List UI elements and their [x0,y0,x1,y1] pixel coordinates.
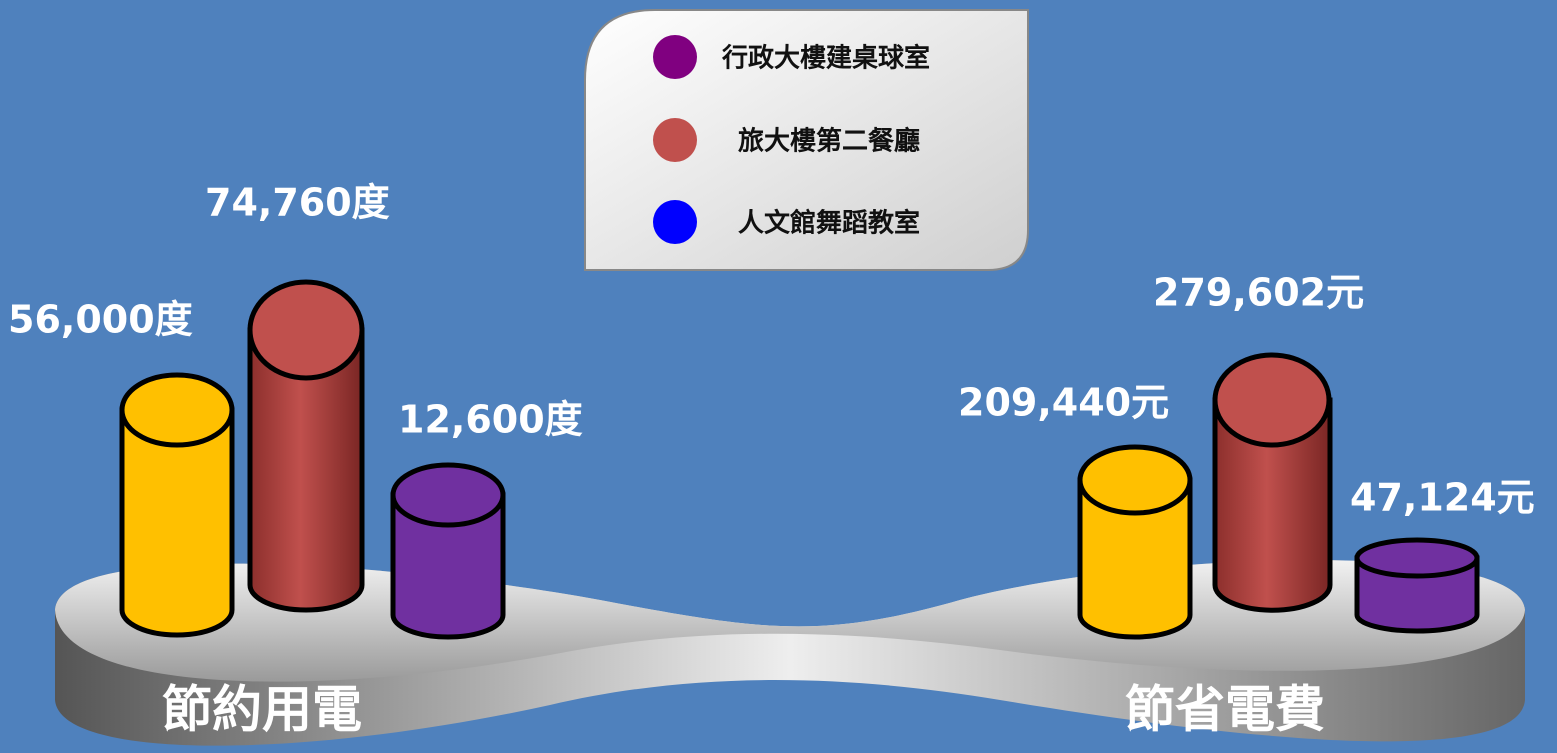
cylinder [1212,352,1333,613]
legend: 行政大樓建桌球室 旅大樓第二餐廳 人文館舞蹈教室 [584,9,1029,271]
legend-label: 人文館舞蹈教室 [738,208,920,239]
cylinder [247,279,365,613]
cylinder [1077,444,1193,640]
value-label: 56,000度 [8,298,193,342]
legend-label: 旅大樓第二餐廳 [738,126,920,157]
group-title: 節約用電 [162,681,362,739]
legend-swatch [653,35,697,79]
group-title: 節省電費 [1125,681,1325,739]
legend-label: 行政大樓建桌球室 [721,43,930,74]
value-label: 279,602元 [1153,271,1364,315]
value-label: 47,124元 [1350,476,1535,520]
cylinder [390,462,506,640]
cylinder [119,372,235,638]
value-label: 209,440元 [958,381,1169,425]
value-label: 74,760度 [205,181,390,225]
legend-swatch [653,118,697,162]
legend-swatch [653,200,697,244]
value-label: 12,600度 [398,398,583,442]
cylinder [1354,537,1480,634]
